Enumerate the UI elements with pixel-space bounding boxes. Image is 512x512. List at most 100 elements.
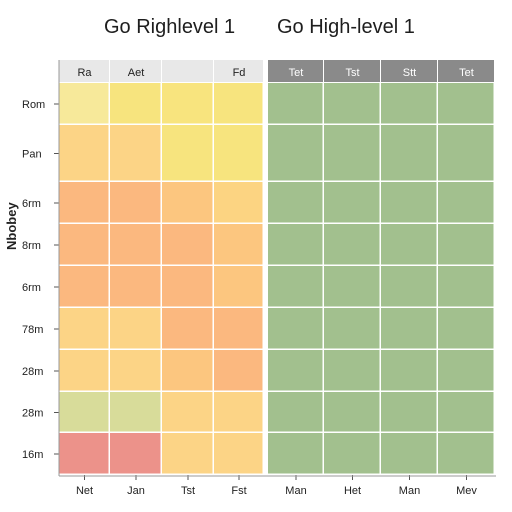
heatmap-cell xyxy=(110,224,161,265)
heatmap-cell xyxy=(59,83,109,124)
heatmap-cell xyxy=(268,308,323,349)
right-header-label: Tst xyxy=(345,67,359,79)
heatmap-cell xyxy=(381,433,437,474)
heatmap-cell xyxy=(110,266,161,307)
x-tick-label: Fst xyxy=(231,485,246,497)
right-header-cell xyxy=(438,60,494,82)
heatmap-cell xyxy=(110,308,161,349)
heatmap-cell xyxy=(438,125,494,181)
y-tick-label: Rom xyxy=(22,99,45,111)
x-tick-label: Man xyxy=(285,485,306,497)
y-tick-label: 28m xyxy=(22,366,43,378)
heatmap-cell xyxy=(268,433,323,474)
left-header-label: Ra xyxy=(77,67,92,79)
heatmap-cell xyxy=(268,224,323,265)
heatmap-cell xyxy=(110,125,161,181)
heatmap-cell xyxy=(214,350,263,391)
left-header-cell xyxy=(214,60,263,82)
heatmap-cell xyxy=(162,392,213,432)
y-tick-label: Pan xyxy=(22,149,42,161)
heatmap-cell xyxy=(268,83,323,124)
heatmap-cell xyxy=(268,125,323,181)
heatmap-cell xyxy=(162,83,213,124)
heatmap-cell xyxy=(59,433,109,474)
x-tick-label: Tst xyxy=(181,485,195,497)
left-header-cell xyxy=(59,60,109,82)
y-tick-label: 28m xyxy=(22,408,43,420)
heatmap-cell xyxy=(59,350,109,391)
heatmap-cell xyxy=(438,433,494,474)
heatmap-cell xyxy=(59,224,109,265)
heatmap-cell xyxy=(59,182,109,223)
x-tick-label: Man xyxy=(399,485,420,497)
heatmap-cell xyxy=(110,350,161,391)
right-header-label: Stt xyxy=(403,67,416,79)
heatmap-cell xyxy=(162,350,213,391)
heatmap-cell xyxy=(268,266,323,307)
heatmap-cell xyxy=(381,182,437,223)
y-tick-label: 6rm xyxy=(22,282,41,294)
heatmap-cell xyxy=(268,392,323,432)
heatmap-cell xyxy=(214,224,263,265)
heatmap-cell xyxy=(324,350,380,391)
x-tick-label: Het xyxy=(344,485,361,497)
x-tick-label: Jan xyxy=(127,485,145,497)
y-tick-label: 8rm xyxy=(22,240,41,252)
heatmap-cell xyxy=(324,125,380,181)
heatmap-cell xyxy=(162,433,213,474)
heatmap-cell xyxy=(324,308,380,349)
heatmap-cell xyxy=(110,392,161,432)
heatmap-cell xyxy=(59,125,109,181)
heatmap-cell xyxy=(162,182,213,223)
chart-title-left: Go Righlevel 1 xyxy=(104,16,236,38)
y-tick-label: 16m xyxy=(22,449,43,461)
heatmap-cell xyxy=(110,433,161,474)
heatmap-cell xyxy=(438,224,494,265)
heatmap-cell xyxy=(268,350,323,391)
heatmap-cell xyxy=(214,83,263,124)
right-header-label: Tet xyxy=(289,67,304,79)
left-header-label: Aet xyxy=(128,67,145,79)
chart-title-right: Go High-level 1 xyxy=(277,16,415,38)
heatmap-cell xyxy=(324,224,380,265)
heatmap-cell xyxy=(214,308,263,349)
heatmap-cell xyxy=(324,433,380,474)
right-header-cell xyxy=(381,60,437,82)
heatmap-cell xyxy=(162,308,213,349)
left-header-cell xyxy=(110,60,161,82)
left-header-cell xyxy=(162,60,213,82)
heatmap-cell xyxy=(162,125,213,181)
heatmap-cell xyxy=(324,83,380,124)
heatmap-cell xyxy=(381,266,437,307)
heatmap-cell xyxy=(162,266,213,307)
heatmap-cell xyxy=(438,392,494,432)
heatmap-cell xyxy=(381,125,437,181)
heatmap-cell xyxy=(324,392,380,432)
right-header-label: Tet xyxy=(459,67,474,79)
heatmap-cell xyxy=(324,182,380,223)
heatmap-cell xyxy=(381,224,437,265)
heatmap-cell xyxy=(438,182,494,223)
heatmap-cell xyxy=(438,266,494,307)
heatmap-cell xyxy=(110,182,161,223)
y-tick-label: 6rm xyxy=(22,198,41,210)
heatmap-cell xyxy=(438,350,494,391)
heatmap-cell xyxy=(381,83,437,124)
heatmap-cell xyxy=(381,392,437,432)
x-tick-label: Net xyxy=(76,485,93,497)
heatmap-cell xyxy=(214,266,263,307)
heatmap-cell xyxy=(214,182,263,223)
heatmap-cell xyxy=(438,83,494,124)
left-header-label: Fd xyxy=(233,67,246,79)
heatmap-cell xyxy=(381,308,437,349)
heatmap-cell xyxy=(59,392,109,432)
heatmap-cell xyxy=(59,308,109,349)
right-header-cell xyxy=(324,60,380,82)
heatmap-cell xyxy=(438,308,494,349)
y-tick-label: 78m xyxy=(22,324,43,336)
heatmap-cell xyxy=(381,350,437,391)
heatmap-cell xyxy=(214,392,263,432)
x-tick-label: Mev xyxy=(456,485,477,497)
heatmap-cell xyxy=(214,125,263,181)
